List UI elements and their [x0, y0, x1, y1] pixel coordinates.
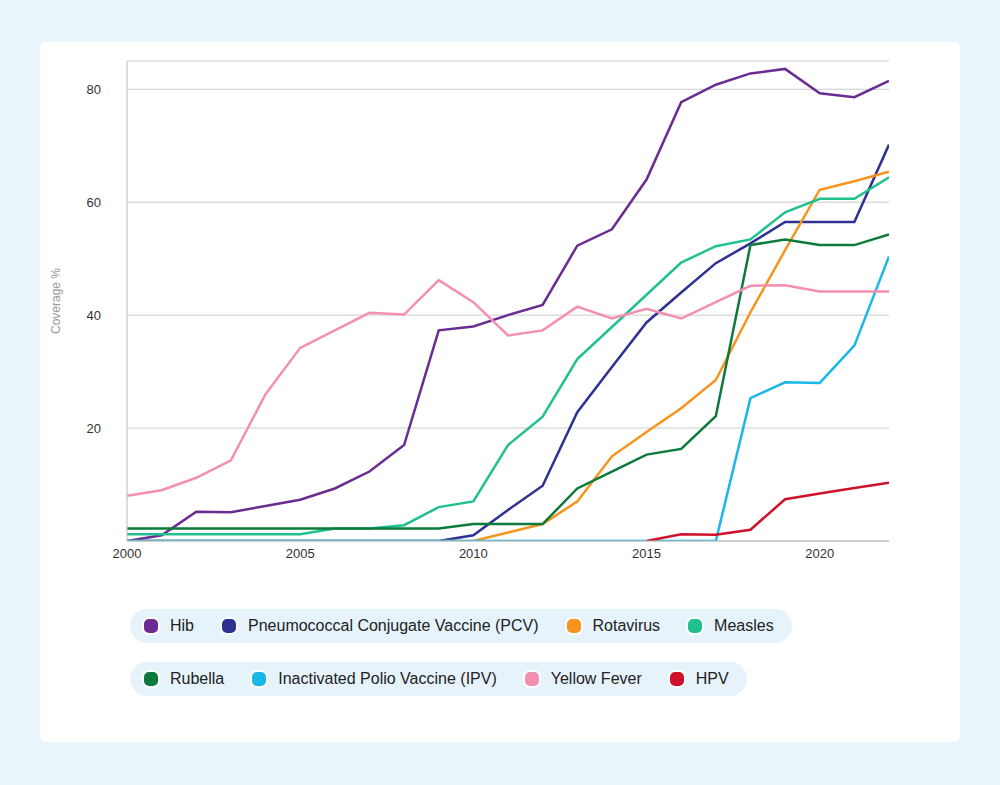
html-text:Hib: Hib — [170, 617, 194, 634]
html-text:Inactivated Polio Vaccine (IPV: Inactivated Polio Vaccine (IPV) — [278, 670, 497, 687]
svg-text:60: 60 — [87, 195, 101, 210]
html-text:Pneumococcal Conjugate Vaccine: Pneumococcal Conjugate Vaccine (PCV) — [248, 617, 539, 634]
html-text:HPV: HPV — [695, 670, 729, 687]
svg-text:80: 80 — [87, 82, 101, 97]
svg-text:40: 40 — [87, 308, 101, 323]
html-text:Rotavirus: Rotavirus — [592, 617, 661, 634]
svg-text:20: 20 — [87, 421, 101, 436]
html-text:Measles: Measles — [714, 617, 774, 634]
svg-text:2015: 2015 — [632, 546, 661, 561]
svg-text:Coverage %: Coverage % — [49, 268, 63, 334]
svg-text:2000: 2000 — [113, 546, 142, 561]
svg-text:2005: 2005 — [286, 546, 315, 561]
svg-text:2010: 2010 — [459, 546, 488, 561]
html-text:Yellow Fever: Yellow Fever — [550, 670, 642, 687]
html-text:Rubella: Rubella — [170, 670, 225, 687]
svg-text:2020: 2020 — [805, 546, 834, 561]
